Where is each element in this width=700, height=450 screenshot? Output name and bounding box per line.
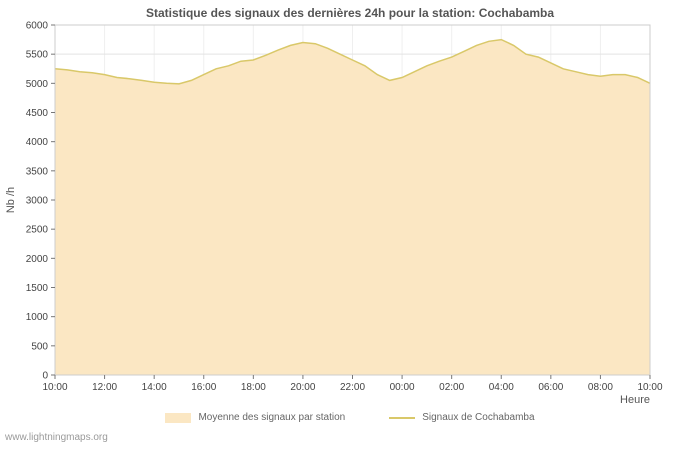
- x-tick-label: 00:00: [390, 382, 415, 393]
- x-tick-label: 08:00: [588, 382, 613, 393]
- y-tick-label: 4500: [26, 108, 49, 119]
- y-tick-label: 3500: [26, 166, 49, 177]
- y-tick-label: 1500: [26, 283, 49, 294]
- chart-title: Statistique des signaux des dernières 24…: [145, 6, 555, 20]
- legend-item-average: Moyenne des signaux par station: [165, 412, 345, 423]
- x-tick-label: 06:00: [538, 382, 563, 393]
- y-tick-label: 6000: [26, 21, 49, 32]
- y-tick-label: 2000: [26, 254, 49, 265]
- y-tick-label: 0: [42, 371, 48, 382]
- y-tick-label: 5000: [26, 79, 49, 90]
- y-tick-label: 1000: [26, 312, 49, 323]
- legend-item-station: Signaux de Cochabamba: [389, 412, 535, 423]
- data-series: [54, 38, 651, 375]
- x-tick-label: 10:00: [637, 382, 662, 393]
- x-tick-label: 18:00: [241, 382, 266, 393]
- y-axis-tick-labels: 0 500 1000 1500 2000 2500 3000 3500 4000 4500 5000…: [26, 21, 49, 382]
- legend-label-average: Moyenne des signaux par station: [198, 412, 346, 423]
- y-axis-title: Nb /h: [5, 187, 17, 213]
- x-axis-tick-labels: 10:00 12:00 14:00 16:00 18:00 20:00 22:00 00:00…: [42, 382, 662, 393]
- area-series: [55, 39, 650, 375]
- y-tick-label: 5500: [26, 50, 49, 61]
- axis-ticks: [51, 24, 651, 379]
- watermark-link[interactable]: www.lightningmaps.org: [5, 432, 108, 443]
- x-axis-title: Heure: [620, 394, 650, 406]
- area-swatch-icon: [165, 412, 192, 423]
- x-tick-label: 16:00: [191, 382, 216, 393]
- y-tick-label: 4000: [26, 137, 49, 148]
- y-tick-label: 500: [31, 341, 48, 352]
- x-tick-label: 14:00: [142, 382, 167, 393]
- x-tick-label: 22:00: [340, 382, 365, 393]
- x-tick-label: 02:00: [439, 382, 464, 393]
- x-tick-label: 04:00: [489, 382, 514, 393]
- line-series: [54, 38, 651, 85]
- x-tick-label: 20:00: [290, 382, 315, 393]
- x-tick-label: 12:00: [92, 382, 117, 393]
- y-tick-label: 3000: [26, 196, 49, 207]
- line-swatch-icon: [389, 416, 416, 419]
- legend-label-station: Signaux de Cochabamba: [422, 412, 535, 423]
- legend: Moyenne des signaux par station Signaux …: [0, 412, 700, 423]
- x-tick-label: 10:00: [42, 382, 67, 393]
- y-tick-label: 2500: [26, 225, 49, 236]
